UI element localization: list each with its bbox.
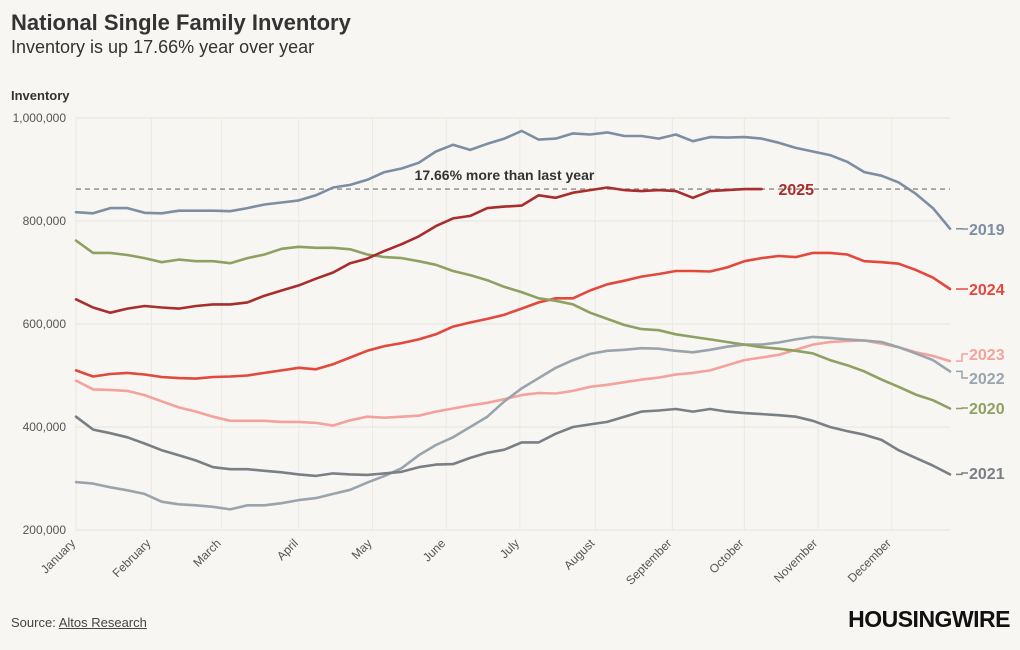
series-label-connector bbox=[956, 353, 968, 362]
reference-line-label: 17.66% more than last year bbox=[415, 167, 595, 183]
y-tick-label: 600,000 bbox=[23, 317, 67, 331]
x-tick-label: July bbox=[497, 536, 522, 561]
x-tick-label: November bbox=[771, 536, 820, 585]
x-tick-label: January bbox=[38, 536, 78, 576]
series-line-2025 bbox=[74, 186, 763, 315]
y-tick-label: 1,000,000 bbox=[13, 111, 67, 125]
series-line-2020 bbox=[74, 239, 952, 410]
source-note: Source: Altos Research bbox=[11, 615, 147, 630]
series-label-2023: 2023 bbox=[969, 347, 1005, 364]
series-label-2019: 2019 bbox=[969, 222, 1005, 239]
x-tick-label: February bbox=[110, 536, 154, 580]
series-line-2021 bbox=[74, 407, 952, 478]
series-line-2022 bbox=[74, 335, 952, 511]
x-tick-label: June bbox=[420, 536, 449, 565]
housingwire-logo: HOUSINGWIRE bbox=[848, 606, 1010, 632]
series-label-2025: 2025 bbox=[778, 182, 814, 199]
series-label-connector bbox=[956, 472, 968, 476]
y-axis-label: Inventory bbox=[11, 88, 70, 103]
x-tick-label: August bbox=[561, 536, 598, 573]
series-label-2022: 2022 bbox=[969, 371, 1005, 388]
chart-subtitle: Inventory is up 17.66% year over year bbox=[11, 37, 315, 57]
series-label-connector bbox=[956, 370, 968, 379]
series-line-2023 bbox=[74, 339, 952, 427]
x-tick-label: September bbox=[623, 536, 674, 587]
y-tick-label: 200,000 bbox=[23, 523, 67, 537]
chart-title: National Single Family Inventory bbox=[11, 10, 351, 35]
y-tick-label: 400,000 bbox=[23, 420, 67, 434]
x-tick-label: May bbox=[349, 536, 375, 562]
series-line-2019 bbox=[74, 129, 952, 230]
x-tick-label: December bbox=[845, 536, 894, 585]
y-tick-label: 800,000 bbox=[23, 214, 67, 228]
x-tick-label: March bbox=[190, 536, 223, 569]
series-label-connector bbox=[956, 407, 968, 410]
series-line-2024 bbox=[74, 251, 952, 380]
x-tick-label: April bbox=[274, 536, 301, 563]
source-link[interactable]: Altos Research bbox=[58, 615, 147, 630]
series-label-2021: 2021 bbox=[969, 466, 1005, 483]
series-label-2024: 2024 bbox=[969, 282, 1005, 299]
series-label-2020: 2020 bbox=[969, 401, 1005, 418]
source-prefix: Source: bbox=[11, 615, 59, 630]
x-tick-label: October bbox=[706, 536, 746, 576]
